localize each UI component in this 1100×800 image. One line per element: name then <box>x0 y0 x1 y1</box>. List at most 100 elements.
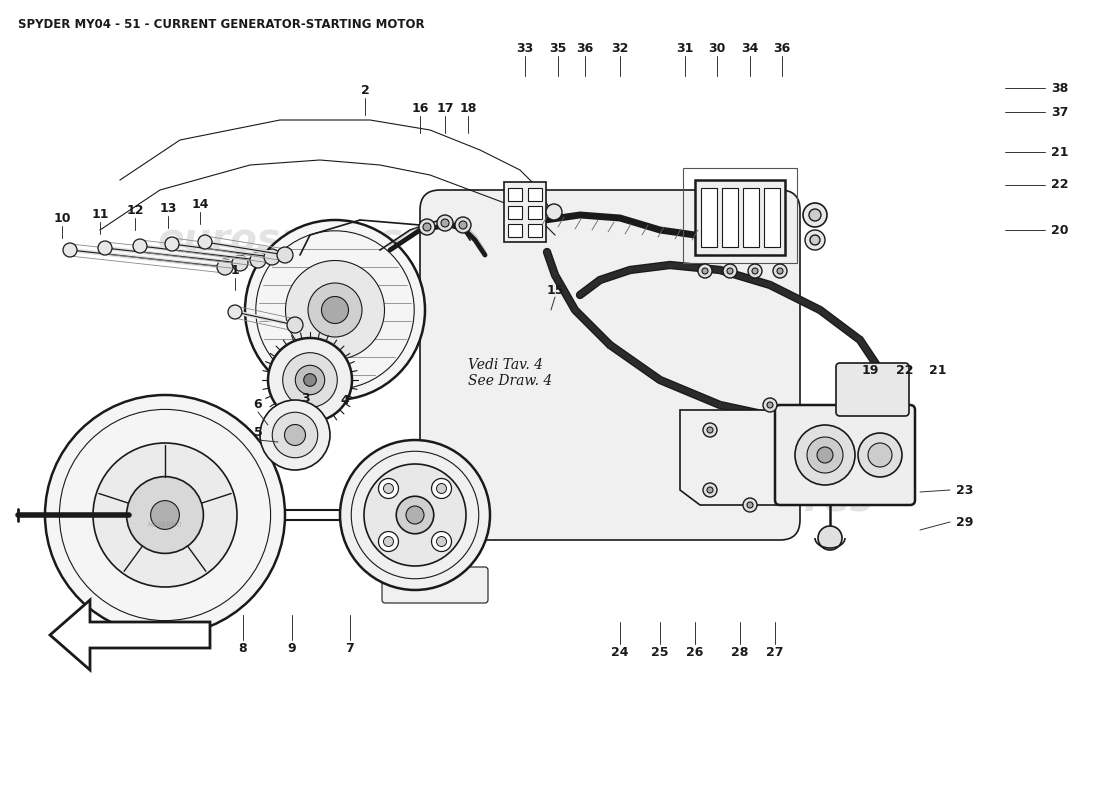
Circle shape <box>747 502 754 508</box>
Text: eurospares: eurospares <box>157 221 403 259</box>
Bar <box>764 188 780 247</box>
Circle shape <box>817 447 833 463</box>
Bar <box>508 188 522 201</box>
Circle shape <box>378 531 398 551</box>
Circle shape <box>285 425 306 446</box>
Bar <box>508 206 522 219</box>
Polygon shape <box>50 600 210 670</box>
Bar <box>701 188 717 247</box>
Text: 32: 32 <box>612 42 629 54</box>
Text: 17: 17 <box>437 102 453 114</box>
Circle shape <box>378 478 398 498</box>
Circle shape <box>286 261 385 359</box>
Text: 38: 38 <box>1052 82 1068 94</box>
Circle shape <box>459 221 468 229</box>
Text: 36: 36 <box>576 42 594 54</box>
Circle shape <box>165 237 179 251</box>
Circle shape <box>406 506 424 524</box>
Circle shape <box>151 501 179 530</box>
Text: 5: 5 <box>254 426 263 438</box>
Circle shape <box>767 402 773 408</box>
Text: 33: 33 <box>516 42 534 54</box>
Bar <box>528 206 542 219</box>
Circle shape <box>198 235 212 249</box>
Bar <box>695 180 785 255</box>
Text: 19: 19 <box>861 363 879 377</box>
Circle shape <box>384 537 394 546</box>
Text: eurospares: eurospares <box>627 481 873 519</box>
Text: 18: 18 <box>460 102 476 114</box>
Circle shape <box>228 305 242 319</box>
Circle shape <box>419 219 435 235</box>
Text: 29: 29 <box>956 515 974 529</box>
Circle shape <box>748 264 762 278</box>
Text: 21: 21 <box>930 363 947 377</box>
Text: 23: 23 <box>956 483 974 497</box>
Circle shape <box>437 215 453 231</box>
Circle shape <box>795 425 855 485</box>
Bar <box>508 224 522 237</box>
Circle shape <box>763 398 777 412</box>
Circle shape <box>364 464 466 566</box>
Text: SPYDER MY04 - 51 - CURRENT GENERATOR-STARTING MOTOR: SPYDER MY04 - 51 - CURRENT GENERATOR-STA… <box>18 18 425 31</box>
FancyBboxPatch shape <box>382 567 488 603</box>
Circle shape <box>807 437 843 473</box>
Text: 28: 28 <box>732 646 749 658</box>
Circle shape <box>702 268 708 274</box>
Circle shape <box>441 219 449 227</box>
Text: 22: 22 <box>896 363 914 377</box>
FancyBboxPatch shape <box>776 405 915 505</box>
Circle shape <box>773 264 786 278</box>
Circle shape <box>437 537 447 546</box>
Text: 6: 6 <box>254 398 262 411</box>
Circle shape <box>287 317 303 333</box>
Circle shape <box>133 239 147 253</box>
Circle shape <box>805 230 825 250</box>
Circle shape <box>273 412 318 458</box>
Text: 9: 9 <box>288 642 296 654</box>
Circle shape <box>232 255 248 271</box>
Circle shape <box>277 247 293 263</box>
Text: MASERATI: MASERATI <box>147 522 183 528</box>
Circle shape <box>260 400 330 470</box>
Circle shape <box>250 252 266 268</box>
Text: 3: 3 <box>300 391 309 405</box>
Circle shape <box>803 203 827 227</box>
FancyBboxPatch shape <box>420 190 800 540</box>
Circle shape <box>818 526 842 550</box>
Text: 35: 35 <box>549 42 566 54</box>
Text: 36: 36 <box>773 42 791 54</box>
Circle shape <box>126 477 204 554</box>
Text: 31: 31 <box>676 42 694 54</box>
Text: 2: 2 <box>361 83 370 97</box>
Circle shape <box>308 283 362 337</box>
Text: 34: 34 <box>741 42 759 54</box>
Text: 30: 30 <box>708 42 726 54</box>
Circle shape <box>431 531 451 551</box>
Text: 24: 24 <box>612 646 629 658</box>
Bar <box>742 188 759 247</box>
Text: Vedi Tav. 4
See Draw. 4: Vedi Tav. 4 See Draw. 4 <box>468 358 552 388</box>
Text: 15: 15 <box>547 283 563 297</box>
Circle shape <box>264 249 280 265</box>
Text: 25: 25 <box>651 646 669 658</box>
Circle shape <box>63 243 77 257</box>
Text: 13: 13 <box>160 202 177 214</box>
Bar <box>528 224 542 237</box>
Text: 1: 1 <box>231 263 240 277</box>
Circle shape <box>340 440 490 590</box>
Text: 11: 11 <box>91 207 109 221</box>
Circle shape <box>431 478 451 498</box>
Circle shape <box>868 443 892 467</box>
Circle shape <box>698 264 712 278</box>
Text: 4: 4 <box>341 394 350 406</box>
Text: 14: 14 <box>191 198 209 210</box>
Circle shape <box>455 217 471 233</box>
Bar <box>722 188 738 247</box>
Circle shape <box>94 443 236 587</box>
Circle shape <box>546 204 562 220</box>
Text: 21: 21 <box>1052 146 1069 158</box>
Circle shape <box>245 220 425 400</box>
Text: 16: 16 <box>411 102 429 114</box>
Circle shape <box>810 235 820 245</box>
